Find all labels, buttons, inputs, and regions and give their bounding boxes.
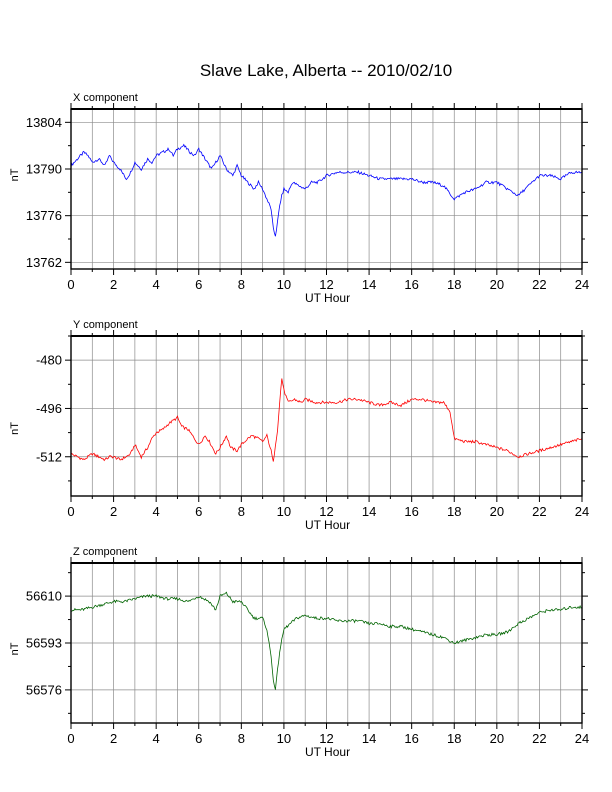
y-tick-label: 13776 [26,208,62,223]
x-tick-label: 20 [490,277,504,292]
x-tick-label: 14 [362,504,376,519]
x-tick-label: 6 [195,277,202,292]
x-tick-label: 20 [490,731,504,746]
x-tick-label: 10 [277,731,291,746]
x-tick-label: 14 [362,731,376,746]
x-axis-label: UT Hour [305,291,350,305]
figure-title: Slave Lake, Alberta -- 2010/02/10 [200,61,452,80]
x-tick-label: 14 [362,277,376,292]
x-tick-label: 8 [238,277,245,292]
x-tick-label: 6 [195,504,202,519]
series-line [70,591,583,690]
y-tick-label: -480 [36,353,62,368]
x-tick-label: 2 [110,731,117,746]
x-tick-label: 18 [447,731,461,746]
x-tick-label: 16 [404,504,418,519]
y-axis-label: nT [9,422,21,435]
chart-panels: 0 2 4 6 8 10 12 14 16 18 20 22 241376213776137901380… [9,92,589,759]
panel-title: X component [73,92,138,104]
x-tick-label: 22 [532,277,546,292]
x-axis-label: UT Hour [305,745,350,759]
y-tick-label: -496 [36,401,62,416]
x-tick-label: 10 [277,277,291,292]
x-tick-label: 2 [110,504,117,519]
x-tick-label: 22 [532,731,546,746]
y-tick-label: 13804 [26,115,62,130]
x-tick-label: 16 [404,277,418,292]
x-tick-label: 6 [195,731,202,746]
x-tick-label: 24 [575,504,589,519]
y-tick-label: 56576 [26,682,62,697]
series-line [70,378,583,462]
series-line [70,143,583,237]
chart-panel-1: 0 2 4 6 8 10 12 14 16 18 20 22 241376213776137901380… [9,92,589,305]
x-tick-label: 16 [404,731,418,746]
x-tick-label: 8 [238,731,245,746]
y-axis-label: nT [9,642,21,655]
x-tick-label: 24 [575,731,589,746]
x-tick-label: 12 [319,504,333,519]
y-tick-label: 13790 [26,162,62,177]
x-tick-label: 12 [319,731,333,746]
x-tick-label: 12 [319,277,333,292]
x-tick-label: 4 [153,504,160,519]
x-tick-label: 10 [277,504,291,519]
x-tick-label: 24 [575,277,589,292]
x-tick-label: 18 [447,504,461,519]
x-tick-label: 22 [532,504,546,519]
y-axis-label: nT [9,168,21,181]
panel-title: Y component [73,319,138,331]
x-tick-label: 4 [153,277,160,292]
x-tick-label: 0 [67,504,74,519]
x-tick-label: 18 [447,277,461,292]
y-tick-label: 13762 [26,255,62,270]
x-tick-label: 0 [67,731,74,746]
y-tick-label: 56593 [26,636,62,651]
x-tick-label: 8 [238,504,245,519]
x-tick-label: 4 [153,731,160,746]
panel-title: Z component [73,546,137,558]
y-tick-label: 56610 [26,589,62,604]
y-tick-label: -512 [36,449,62,464]
x-tick-label: 2 [110,277,117,292]
x-tick-label: 20 [490,504,504,519]
x-tick-label: 0 [67,277,74,292]
x-axis-label: UT Hour [305,518,350,532]
